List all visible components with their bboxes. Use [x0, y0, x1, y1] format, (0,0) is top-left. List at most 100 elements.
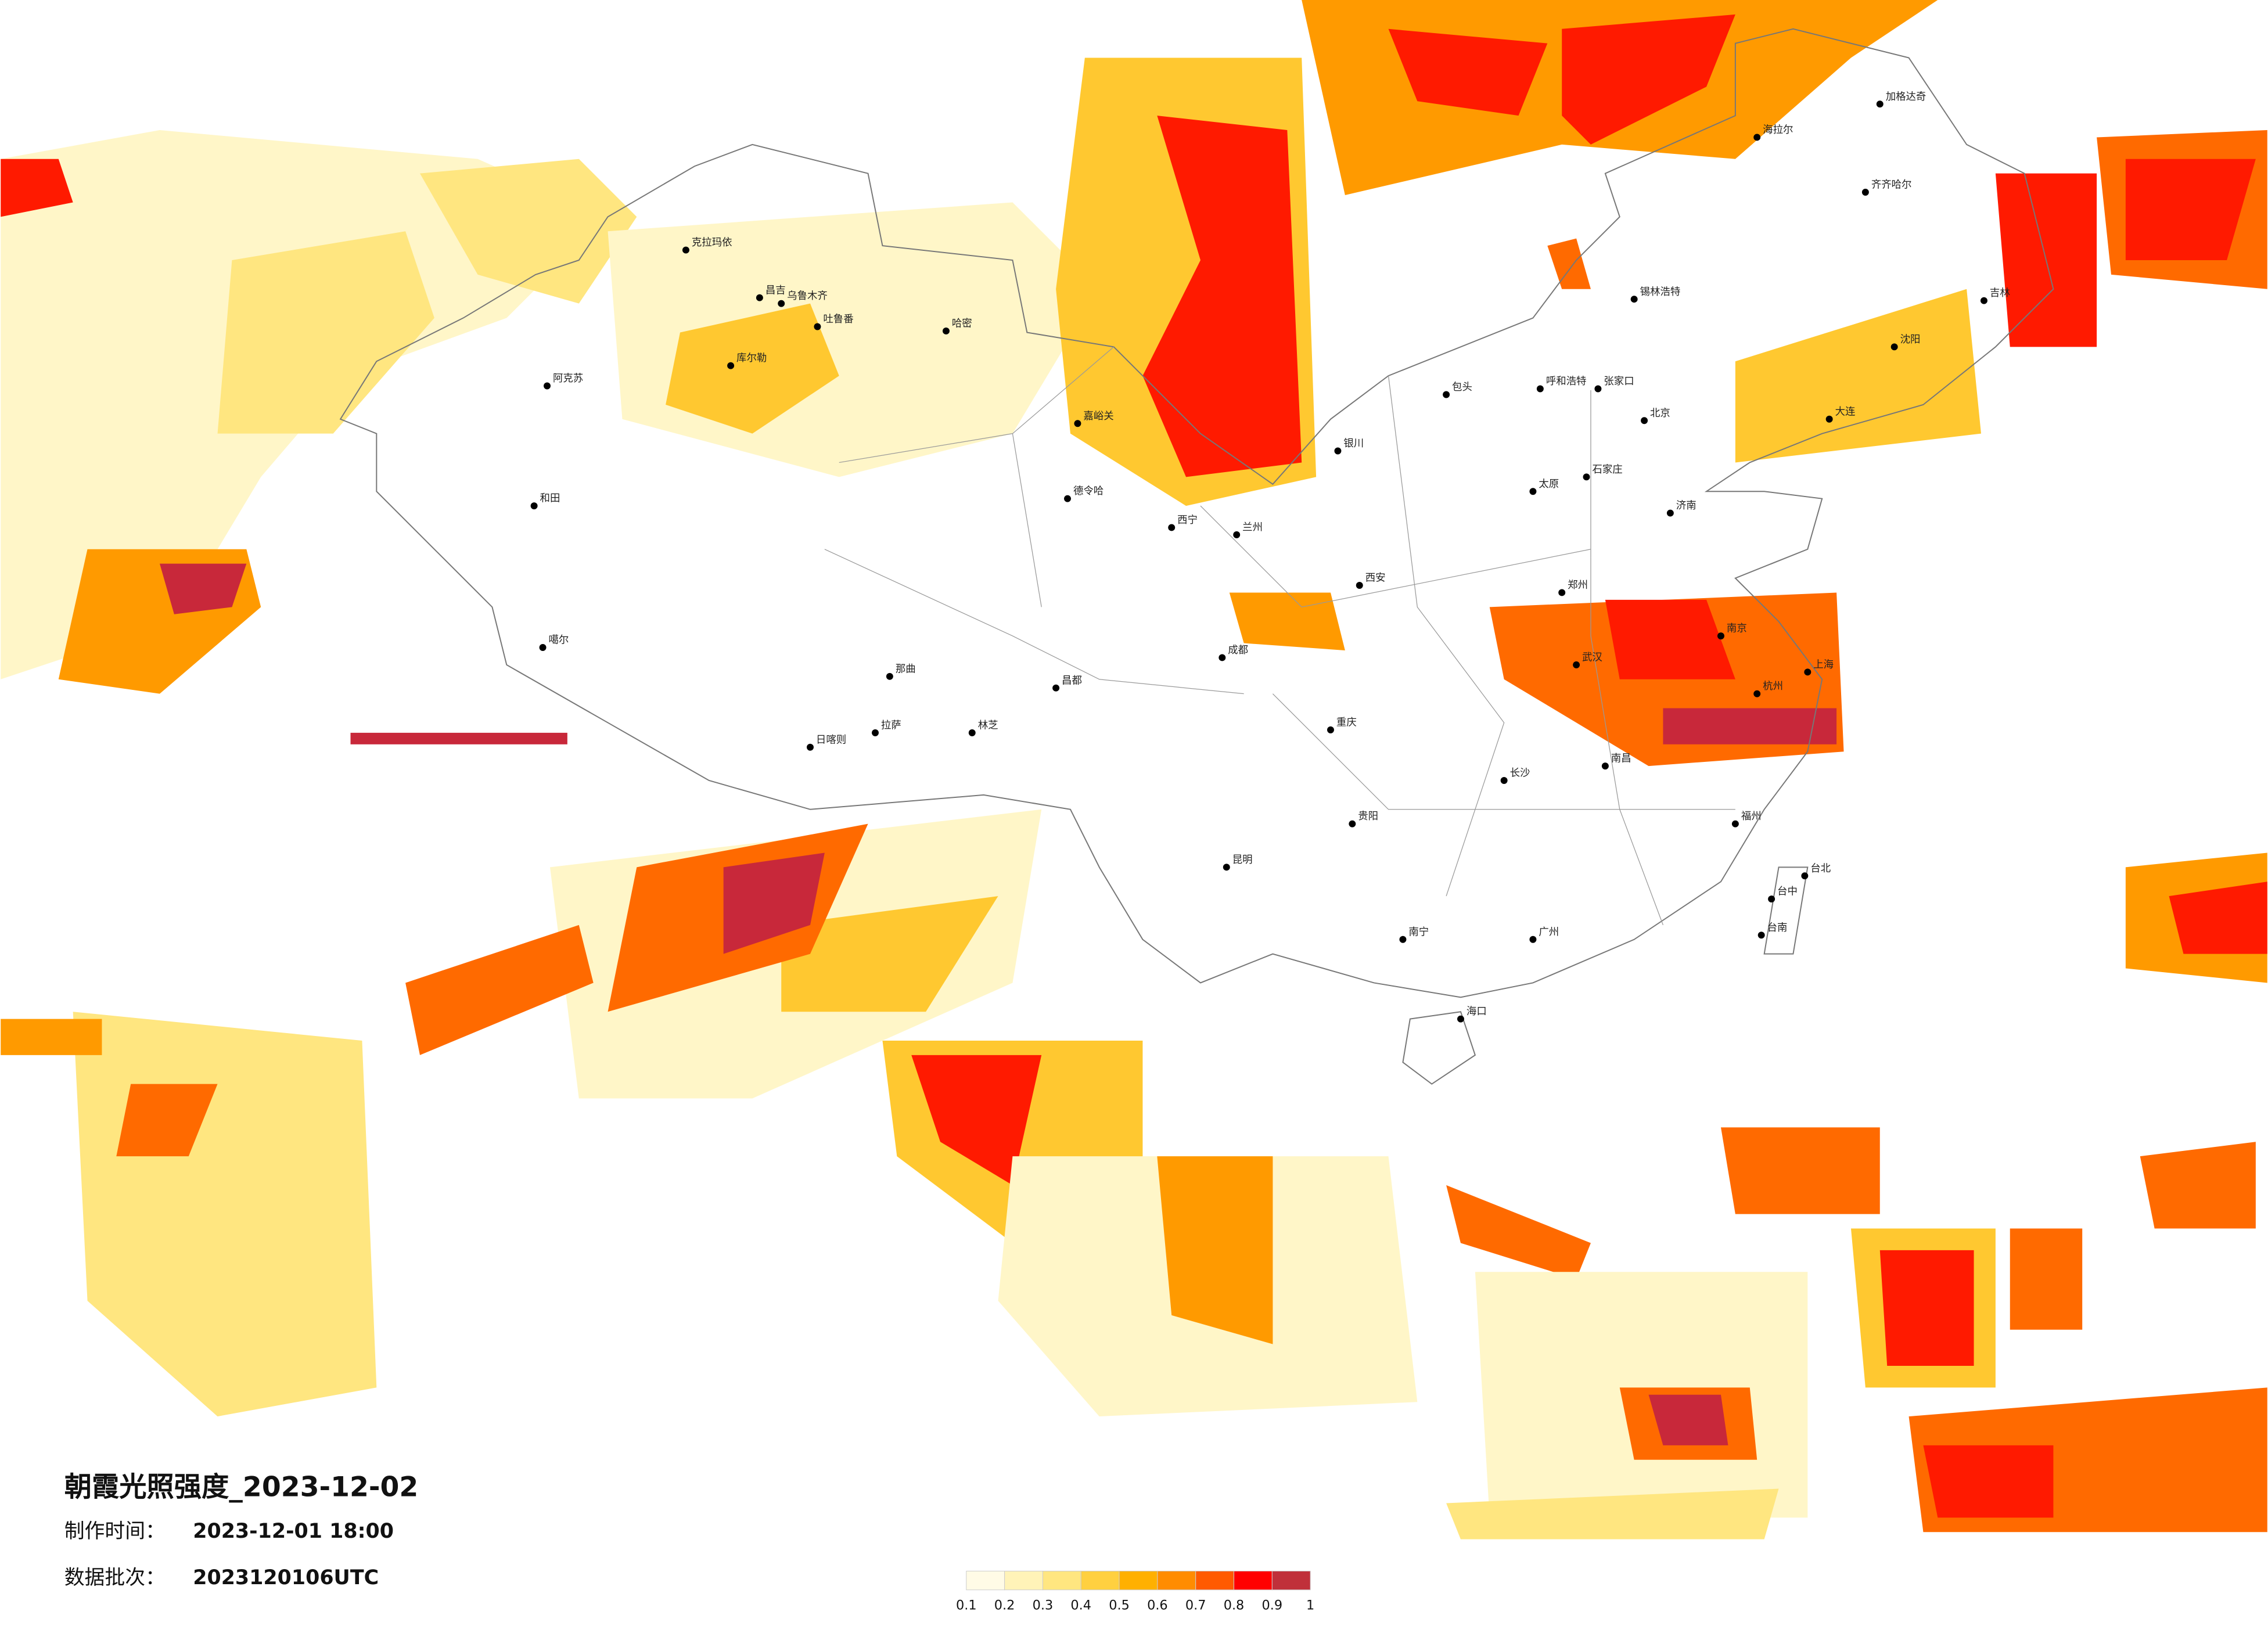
- city-label: 克拉玛依: [692, 237, 732, 249]
- city-dot: [1731, 820, 1739, 828]
- city-dot: [1825, 415, 1833, 423]
- legend-swatch: [1234, 1570, 1273, 1591]
- city-dot: [1768, 895, 1775, 903]
- city-label: 那曲: [896, 663, 916, 675]
- field-area: [116, 1084, 218, 1157]
- city-dot: [1558, 589, 1566, 596]
- city-label: 台中: [1777, 886, 1798, 898]
- city-dot: [1717, 632, 1724, 640]
- city-dot: [1223, 864, 1230, 871]
- province-border: [824, 346, 1735, 926]
- city-label: 海口: [1467, 1006, 1487, 1017]
- field-area: [1547, 238, 1591, 289]
- city-dot: [1757, 931, 1765, 939]
- field-area: [2010, 1228, 2083, 1330]
- field-area: [2169, 882, 2267, 954]
- city-label: 张家口: [1604, 376, 1634, 387]
- field-area: [1142, 116, 1302, 477]
- city-label: 昆明: [1232, 854, 1253, 866]
- city-dot: [539, 644, 547, 651]
- city-label: 福州: [1741, 811, 1762, 822]
- city-label: 吉林: [1990, 287, 2010, 299]
- city-label: 和田: [540, 493, 560, 505]
- field-area: [1605, 599, 1735, 679]
- legend-tick-label: 0.6: [1147, 1598, 1168, 1613]
- city-label: 沈阳: [1900, 334, 1921, 346]
- city-label: 贵阳: [1358, 811, 1378, 822]
- city-label: 南京: [1727, 623, 1747, 635]
- city-label: 广州: [1539, 926, 1559, 938]
- intensity-field: [1, 0, 2267, 1539]
- legend-swatch: [1195, 1570, 1235, 1591]
- city-label: 噶尔: [549, 635, 569, 646]
- city-label: 济南: [1676, 500, 1696, 512]
- field-area: [1735, 289, 1981, 463]
- city-label: 吐鲁番: [823, 314, 853, 325]
- city-dot: [1443, 391, 1450, 398]
- field-area: [419, 159, 637, 304]
- city-dot: [544, 382, 551, 390]
- city-dot: [756, 294, 763, 301]
- legend-swatch: [1119, 1570, 1158, 1591]
- field-area: [217, 231, 434, 434]
- field-area: [1562, 14, 1735, 145]
- city-label: 日喀则: [816, 734, 846, 746]
- city-label: 南昌: [1611, 753, 1631, 765]
- island-border: [1402, 1011, 1476, 1085]
- field-area: [350, 732, 567, 744]
- city-dot: [1601, 762, 1609, 770]
- city-label: 德令哈: [1073, 485, 1104, 497]
- city-label: 嘉峪关: [1083, 411, 1113, 422]
- city-dot: [1233, 531, 1241, 538]
- legend-tick-label: 0.1: [956, 1598, 977, 1613]
- city-dot: [1529, 936, 1537, 943]
- legend-tick-label: 0.4: [1070, 1598, 1091, 1613]
- city-dot: [1064, 495, 1071, 502]
- field-area: [1229, 592, 1345, 650]
- field-area: [1, 159, 73, 217]
- city-dot: [1753, 690, 1761, 697]
- city-label: 银川: [1343, 438, 1364, 449]
- city-dot: [1334, 447, 1342, 455]
- city-label: 包头: [1452, 382, 1472, 393]
- legend-swatch: [1042, 1570, 1081, 1591]
- city-dot: [530, 502, 538, 510]
- field-area: [911, 1055, 1042, 1185]
- info-value: 2023-12-01 18:00: [193, 1520, 394, 1543]
- city-label: 拉萨: [881, 720, 901, 731]
- field-area: [1648, 1394, 1728, 1445]
- city-dot: [1529, 488, 1537, 495]
- city-dot: [1327, 726, 1334, 733]
- city-label: 北京: [1650, 408, 1670, 419]
- city-dot: [1536, 385, 1544, 393]
- city-label: 武汉: [1582, 652, 1602, 663]
- city-label: 呼和浩特: [1546, 376, 1587, 387]
- city-dot: [1980, 297, 1987, 304]
- city-label: 太原: [1539, 479, 1559, 490]
- city-label: 郑州: [1568, 580, 1588, 591]
- city-label: 杭州: [1763, 681, 1783, 692]
- legend-tick-label: 0.3: [1033, 1598, 1054, 1613]
- city-dot: [1583, 473, 1590, 481]
- city-dot: [1573, 661, 1580, 668]
- city-label: 成都: [1228, 645, 1248, 656]
- city-dot: [1168, 524, 1176, 531]
- legend-swatch: [1004, 1570, 1043, 1591]
- city-dot: [1356, 582, 1363, 589]
- city-label: 齐齐哈尔: [1871, 179, 1912, 191]
- info-value: 2023120106UTC: [193, 1566, 379, 1589]
- field-area: [405, 924, 594, 1055]
- city-label: 哈密: [952, 318, 972, 330]
- field-area: [666, 303, 839, 434]
- legend-swatch: [966, 1570, 1005, 1591]
- city-label: 台北: [1810, 863, 1831, 875]
- city-dot: [1219, 654, 1226, 661]
- field-area: [1923, 1445, 2054, 1518]
- city-label: 昌吉: [765, 285, 786, 296]
- city-dot: [942, 327, 950, 334]
- city-dot: [1804, 668, 1811, 676]
- city-label: 西宁: [1177, 515, 1198, 526]
- city-label: 南宁: [1408, 926, 1429, 938]
- city-dot: [1457, 1015, 1464, 1023]
